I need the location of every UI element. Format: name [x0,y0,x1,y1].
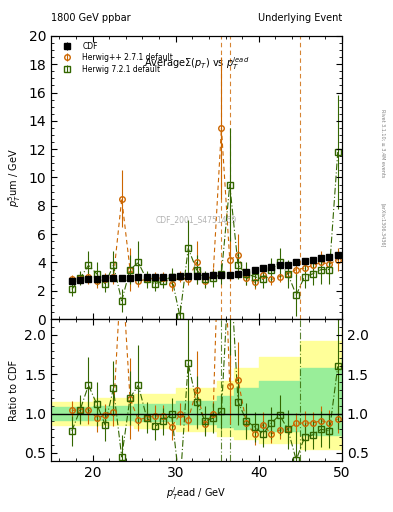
Text: 1800 GeV ppbar: 1800 GeV ppbar [51,13,131,23]
Y-axis label: $p_T^5$um / GeV: $p_T^5$um / GeV [6,148,23,207]
Text: Rivet 3.1.10; ≥ 3.4M events: Rivet 3.1.10; ≥ 3.4M events [381,109,386,178]
X-axis label: $p_T^{l}$ead / GeV: $p_T^{l}$ead / GeV [166,485,227,502]
Text: Underlying Event: Underlying Event [258,13,342,23]
Text: CDF_2001_S4751469: CDF_2001_S4751469 [156,216,237,224]
Text: Average$\Sigma(p_T)$ vs $p_T^{lead}$: Average$\Sigma(p_T)$ vs $p_T^{lead}$ [144,56,249,73]
Text: [arXiv:1306.3436]: [arXiv:1306.3436] [381,203,386,247]
Y-axis label: Ratio to CDF: Ratio to CDF [9,359,19,420]
Legend: CDF, Herwig++ 2.7.1 default, Herwig 7.2.1 default: CDF, Herwig++ 2.7.1 default, Herwig 7.2.… [55,39,176,76]
